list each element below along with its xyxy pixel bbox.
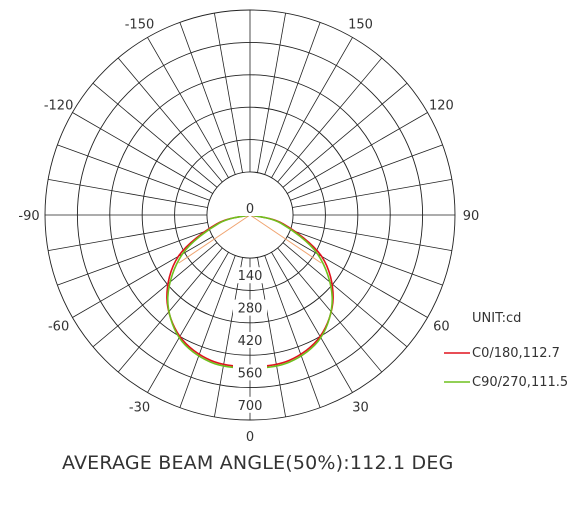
spoke-330 [147, 252, 229, 393]
angle-label: -60 [48, 320, 69, 335]
angle-label: 120 [429, 99, 454, 114]
ring-label-bg [233, 332, 267, 349]
polar-labels: -/+180 150 120 90 60 30 0 -30 -60 -90 -120 -150 0 140… [18, 0, 479, 445]
legend-entry: C90/270,111.5 [472, 375, 568, 390]
ring-label: 280 [238, 302, 263, 317]
ring-label: 700 [238, 399, 263, 414]
ring-label: 0 [246, 202, 254, 217]
angle-label: 60 [433, 320, 450, 335]
spoke-110 [290, 144, 443, 201]
angle-label: -30 [129, 400, 150, 415]
spoke-260 [48, 179, 208, 208]
spoke-40 [277, 247, 383, 373]
beam-angle-line-1 [249, 214, 322, 264]
ring-label-bg [233, 200, 267, 216]
average-beam-angle-caption: AVERAGE BEAM ANGLE(50%):112.1 DEG [62, 452, 454, 474]
spoke-160 [264, 22, 321, 175]
legend: UNIT:cd C0/180,112.7 C90/270,111.5 [444, 311, 568, 390]
polar-grid [44, 9, 456, 421]
spoke-320 [117, 247, 223, 373]
spoke-80 [292, 222, 452, 251]
spoke-60 [287, 236, 428, 318]
spoke-230 [92, 82, 218, 188]
spoke-250 [57, 144, 210, 201]
angle-label: -150 [125, 18, 155, 33]
spoke-150 [271, 37, 353, 178]
spoke-300 [72, 236, 213, 318]
legend-entry: C0/180,112.7 [472, 346, 560, 361]
spoke-50 [282, 242, 408, 348]
spoke-290 [57, 229, 210, 286]
ring-label: 420 [238, 334, 263, 349]
angle-label: 90 [463, 209, 480, 224]
angle-label: 0 [246, 430, 254, 445]
angle-label: -/+180 [228, 0, 273, 3]
spoke-170 [257, 13, 286, 173]
spoke-30 [271, 252, 353, 393]
unit-label: UNIT:cd [472, 311, 521, 326]
spoke-340 [179, 255, 236, 408]
angle-label: -90 [18, 209, 39, 224]
spoke-100 [292, 179, 452, 208]
ring-label-bg [233, 396, 267, 413]
spoke-20 [264, 255, 321, 408]
spoke-210 [147, 37, 229, 178]
ring-label-bg [233, 364, 267, 381]
angle-label: -120 [44, 99, 74, 114]
spoke-190 [214, 13, 243, 173]
spoke-280 [48, 222, 208, 251]
spoke-240 [72, 112, 213, 194]
beam-angle-line-0 [178, 214, 251, 264]
spoke-10 [257, 257, 286, 417]
spoke-130 [282, 82, 408, 188]
spoke-220 [117, 57, 223, 183]
spoke-200 [179, 22, 236, 175]
spoke-140 [277, 57, 383, 183]
angle-label: 150 [348, 18, 373, 33]
ring-label-bg [233, 267, 267, 284]
spoke-350 [214, 257, 243, 417]
ring-label: 140 [238, 269, 263, 284]
angle-label: 30 [352, 400, 369, 415]
spoke-120 [287, 112, 428, 194]
spoke-70 [290, 229, 443, 286]
spoke-310 [92, 242, 218, 348]
ring-label-bg [233, 299, 267, 316]
ring-label: 560 [238, 366, 263, 381]
